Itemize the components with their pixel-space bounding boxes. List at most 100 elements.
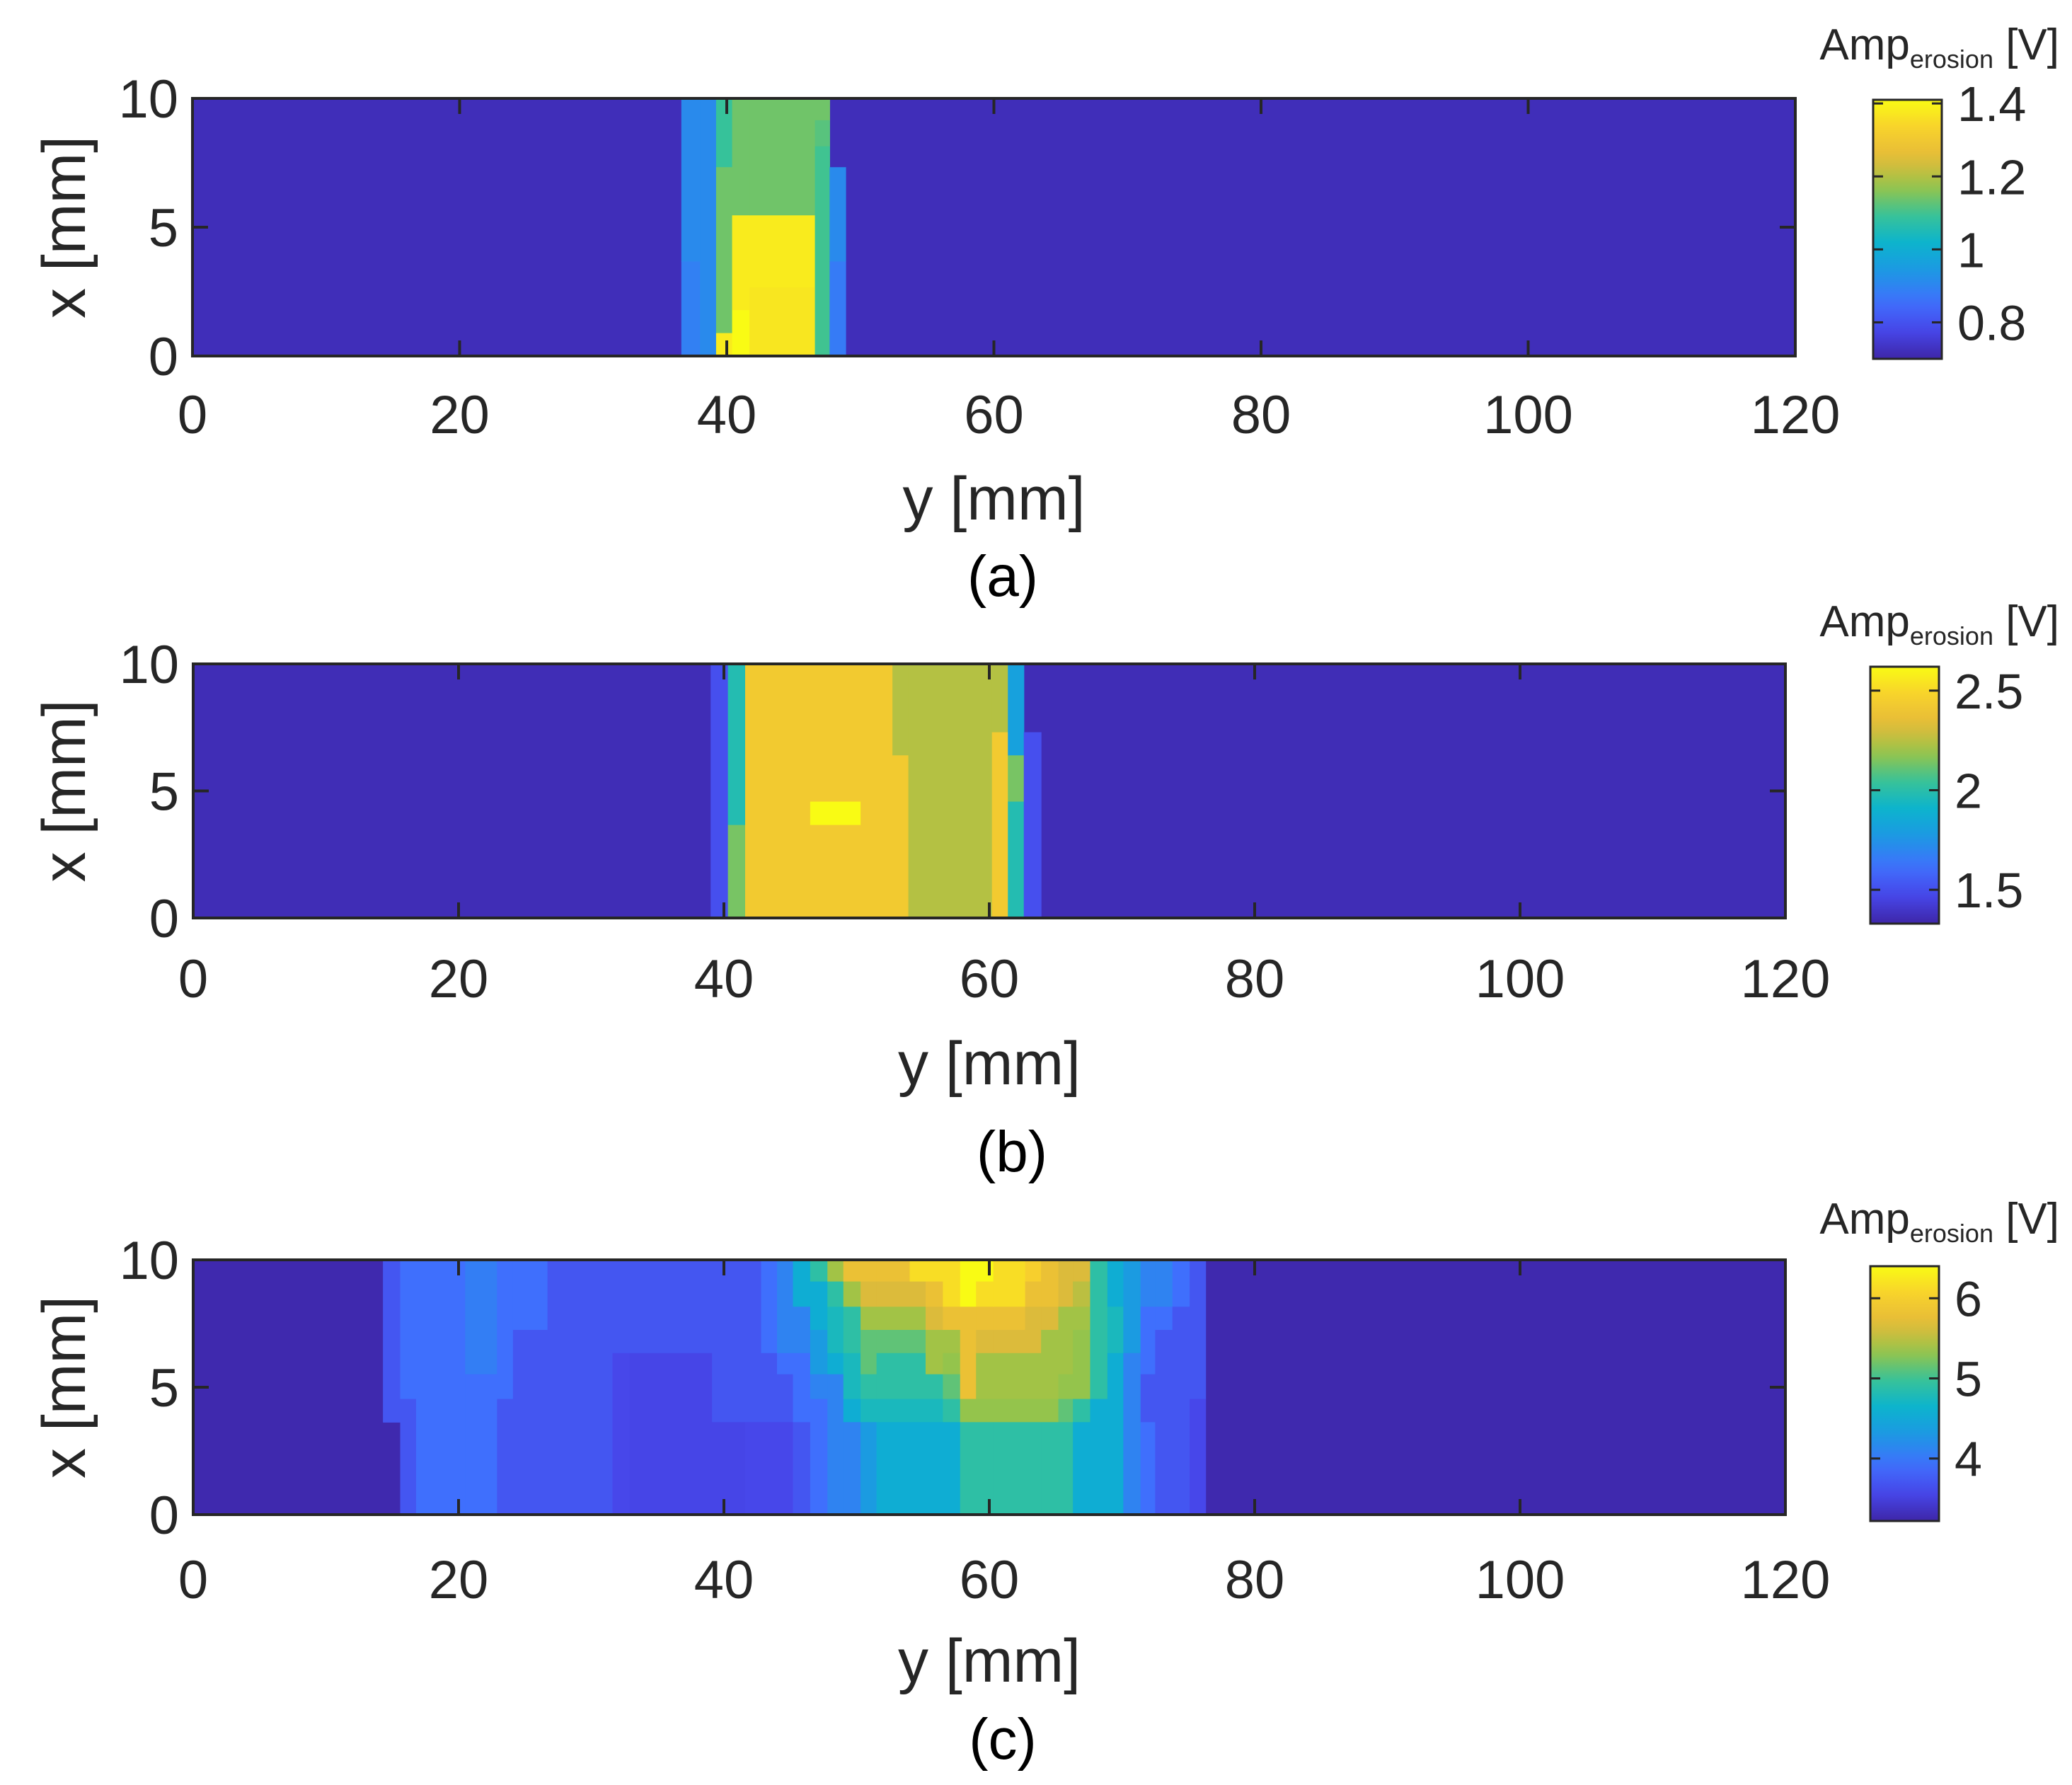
heatmap-cell <box>876 1399 911 1423</box>
heatmap-cell <box>810 664 861 803</box>
heatmap-cell <box>1041 1330 1059 1400</box>
heatmap-cell <box>861 1260 877 1282</box>
heatmap-cell <box>761 1422 778 1515</box>
heatmap-background <box>192 98 1795 356</box>
x-tick-label: 20 <box>429 949 489 1009</box>
heatmap-cell <box>681 261 701 357</box>
y-tick-label: 0 <box>149 327 178 387</box>
heatmap-cell <box>993 1330 1026 1354</box>
heatmap-cell <box>926 1399 943 1423</box>
heatmap-cell <box>777 1353 794 1375</box>
heatmap-cell <box>793 1353 811 1423</box>
heatmap-cell <box>843 1353 861 1400</box>
y-axis-label: x [mm] <box>30 136 98 318</box>
y-tick-label: 10 <box>119 1231 179 1291</box>
colorbar-tick-label: 2 <box>1955 763 1982 818</box>
x-tick-label: 120 <box>1741 949 1831 1009</box>
panel-label: (a) <box>967 544 1038 609</box>
heatmap-cell <box>629 1260 713 1354</box>
heatmap-cell <box>943 1399 961 1423</box>
heatmap-cell <box>810 1330 828 1375</box>
heatmap-cell <box>1023 732 1042 919</box>
heatmap-cell <box>1172 1307 1190 1515</box>
heatmap-cell <box>1123 1353 1141 1515</box>
heatmap-cell <box>926 1330 943 1375</box>
heatmap-cell <box>861 1307 877 1331</box>
heatmap-cell <box>892 755 909 919</box>
colorbar <box>1872 98 1943 360</box>
heatmap-cell <box>976 1353 994 1400</box>
x-tick-label: 20 <box>429 1550 489 1610</box>
heatmap-cell <box>1073 1422 1091 1515</box>
colorbar-tick-label: 1.5 <box>1955 863 2023 918</box>
x-tick-label: 0 <box>178 949 208 1009</box>
heatmap-cell <box>1073 1281 1091 1307</box>
colorbar-title-main: Amp <box>1819 21 1909 69</box>
heatmap-cell <box>1041 1422 1059 1515</box>
colorbar-title-subscript: erosion <box>1910 1219 1993 1248</box>
heatmap-cell <box>1190 1399 1207 1515</box>
heatmap-cell <box>827 1374 844 1515</box>
y-axis-label: x [mm] <box>30 700 98 883</box>
heatmap-cell <box>465 1260 497 1375</box>
x-tick-label: 80 <box>1225 1550 1285 1610</box>
heatmap-cell <box>612 1260 631 1354</box>
heatmap-cell <box>1140 1374 1156 1423</box>
x-tick-label: 80 <box>1225 949 1285 1009</box>
heatmap-cell <box>681 98 701 263</box>
x-tick-label: 40 <box>694 949 754 1009</box>
x-tick-label: 60 <box>960 949 1020 1009</box>
heatmap-cell <box>777 1422 794 1515</box>
heatmap-cell <box>749 215 816 288</box>
heatmap-cell <box>727 664 746 826</box>
heatmap-cell <box>810 1281 828 1331</box>
heatmap-cell <box>745 1260 762 1423</box>
heatmap-cell <box>810 1399 828 1515</box>
panel-a: 0 20 40 60 80 100 120 0 5 10 y [mm] x [mm] (a) 0.8 1 1.… <box>30 21 2059 609</box>
heatmap-cell <box>612 1353 631 1515</box>
y-tick-label: 0 <box>149 1486 179 1546</box>
heatmap-cell <box>909 1281 926 1307</box>
colorbar-title-unit: [V] <box>1993 597 2059 646</box>
heatmap-cell <box>745 1422 762 1515</box>
heatmap-cell <box>1190 1260 1207 1400</box>
colorbar-tick-label: 4 <box>1955 1432 1982 1487</box>
heatmap-cell <box>712 1422 746 1515</box>
heatmap-cell <box>810 1260 828 1282</box>
heatmap-cell <box>908 664 993 919</box>
heatmap-cell <box>909 1399 926 1423</box>
heatmap-cell <box>732 215 750 311</box>
heatmap-cell <box>749 98 816 216</box>
colorbar <box>1869 665 1940 925</box>
heatmap-cell <box>960 1260 977 1307</box>
heatmap-cell <box>909 1422 926 1515</box>
heatmap-cell <box>761 1260 778 1354</box>
colorbar-title: Amperosion [V] <box>1819 597 2059 650</box>
heatmap-cell <box>547 1260 614 1515</box>
heatmap-cell <box>926 1281 943 1307</box>
colorbar-tick-label: 0.8 <box>1957 295 2026 350</box>
heatmap-cell <box>793 1422 811 1515</box>
heatmap-cell <box>829 167 846 263</box>
heatmap-cell <box>715 333 733 357</box>
heatmap-cell <box>993 1422 1026 1515</box>
heatmap-cell <box>909 1330 926 1354</box>
heatmap-cell <box>727 825 746 919</box>
heatmap-cell <box>843 1281 861 1307</box>
heatmap-cell <box>497 1260 514 1400</box>
heatmap-cell <box>777 1374 794 1423</box>
heatmap-cell <box>861 1374 877 1400</box>
heatmap-cell <box>712 1260 746 1423</box>
heatmap-cell <box>1140 1307 1156 1375</box>
heatmap-cell <box>416 1260 466 1515</box>
heatmap-cell <box>1073 1260 1091 1282</box>
heatmap-cell <box>810 825 861 919</box>
heatmap-cell <box>876 1330 911 1354</box>
heatmap-cell <box>1025 1422 1042 1515</box>
colorbar-tick-label: 1.4 <box>1957 76 2026 132</box>
heatmap-cell <box>943 1307 961 1331</box>
heatmap-cell <box>761 1353 778 1423</box>
colorbar-tick-label: 5 <box>1955 1351 1982 1406</box>
heatmap-cell <box>827 1260 844 1282</box>
